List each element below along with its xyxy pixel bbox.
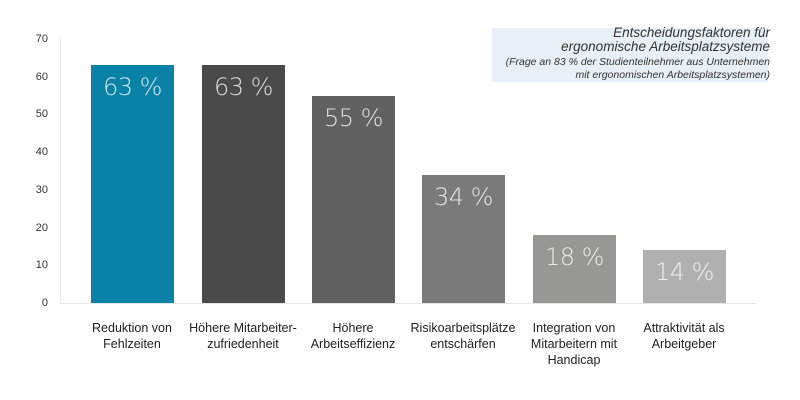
bar-value-label: 63 % (103, 73, 162, 102)
chart-title: Entscheidungsfaktoren für ergonomische A… (561, 25, 770, 54)
bar: 55 % (312, 95, 395, 303)
y-tick-label: 70 (35, 33, 48, 45)
x-category-label: Integration von Mitarbeitern mit Handicap (530, 321, 618, 367)
bar: 34 % (422, 174, 505, 303)
bar-value-label: 63 % (214, 73, 273, 102)
x-axis-line (60, 303, 757, 304)
y-tick-label: 60 (35, 70, 48, 83)
y-tick-label: 50 (35, 108, 48, 121)
y-tick-label: 30 (35, 183, 48, 196)
bar: 14 % (643, 250, 726, 303)
bar: 63 % (91, 65, 174, 303)
bar: 18 % (533, 235, 616, 303)
x-category-label: Höhere Mitarbeiter-zufriedenheit (189, 321, 297, 351)
x-category-label: Risikoarbeitsplätze entschärfen (410, 321, 516, 351)
y-tick-label: 10 (35, 259, 48, 272)
y-axis-line (60, 37, 61, 304)
y-tick-label: 0 (41, 297, 48, 309)
bar: 63 % (202, 65, 285, 303)
bar-value-label: 14 % (655, 258, 714, 287)
y-tick-label: 40 (35, 146, 48, 159)
chart-subtitle: (Frage an 83 % der Studienteilnehmer aus… (505, 56, 770, 81)
bar-value-label: 18 % (545, 243, 604, 272)
x-category-label: Reduktion von Fehlzeiten (92, 321, 172, 351)
x-category-label: Attraktivität als Arbeitgeber (643, 321, 725, 351)
chart-title-box (492, 28, 768, 82)
y-tick-label: 20 (35, 221, 48, 234)
bar-value-label: 34 % (434, 182, 493, 211)
x-category-label: Höhere Arbeitseffizienz (310, 321, 396, 351)
bar-value-label: 55 % (324, 103, 383, 132)
